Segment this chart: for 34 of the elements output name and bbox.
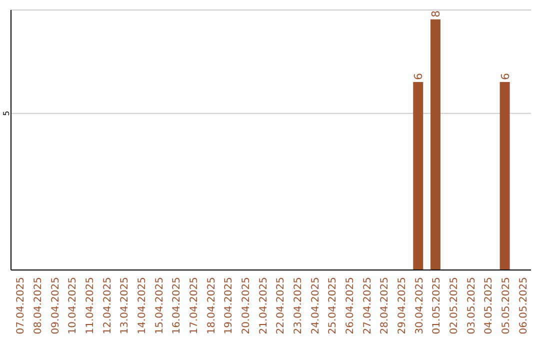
x-tick-label: 04.05.2025 bbox=[484, 277, 495, 334]
x-tick-label: 06.05.2025 bbox=[518, 277, 530, 334]
x-tick-label: 26.04.2025 bbox=[345, 277, 356, 334]
x-tick-label: 22.04.2025 bbox=[276, 277, 287, 334]
x-tick-label: 21.04.2025 bbox=[258, 277, 270, 334]
data-label: 8 bbox=[429, 10, 442, 18]
x-tick-label: 28.04.2025 bbox=[380, 277, 391, 334]
x-tick-label: 01.05.2025 bbox=[432, 277, 443, 334]
x-tick-label: 09.04.2025 bbox=[50, 277, 62, 334]
data-label: 6 bbox=[498, 73, 512, 80]
x-tick-label: 15.04.2025 bbox=[154, 277, 166, 334]
x-tick-label: 25.04.2025 bbox=[328, 277, 339, 334]
x-tick-label: 05.05.2025 bbox=[501, 277, 512, 334]
x-tick-label: 13.04.2025 bbox=[120, 277, 131, 334]
x-tick-label: 16.04.2025 bbox=[172, 277, 183, 334]
x-tick-label: 08.04.2025 bbox=[33, 277, 44, 334]
x-tick-label: 12.04.2025 bbox=[102, 277, 114, 334]
x-tick-label: 03.05.2025 bbox=[466, 277, 478, 334]
x-tick-label: 27.04.2025 bbox=[362, 277, 374, 334]
x-tick-label: 24.04.2025 bbox=[310, 277, 322, 334]
x-tick-label: 20.04.2025 bbox=[241, 277, 252, 334]
x-tick-label: 19.04.2025 bbox=[224, 277, 235, 334]
x-tick-label: 10.04.2025 bbox=[68, 277, 79, 334]
y-tick-label: 5 bbox=[2, 110, 11, 116]
x-tick-label: 18.04.2025 bbox=[206, 277, 218, 334]
x-tick-label: 02.05.2025 bbox=[449, 277, 460, 334]
x-tick-label: 14.04.2025 bbox=[137, 277, 148, 334]
x-tick-label: 29.04.2025 bbox=[397, 277, 408, 334]
x-tick-label: 17.04.2025 bbox=[189, 277, 200, 334]
data-label: 6 bbox=[412, 73, 426, 80]
x-tick-label: 11.04.2025 bbox=[85, 277, 96, 334]
x-tick-label: 07.04.2025 bbox=[16, 277, 27, 334]
x-tick-label: 30.04.2025 bbox=[414, 277, 426, 334]
x-tick-label: 23.04.2025 bbox=[293, 277, 304, 334]
